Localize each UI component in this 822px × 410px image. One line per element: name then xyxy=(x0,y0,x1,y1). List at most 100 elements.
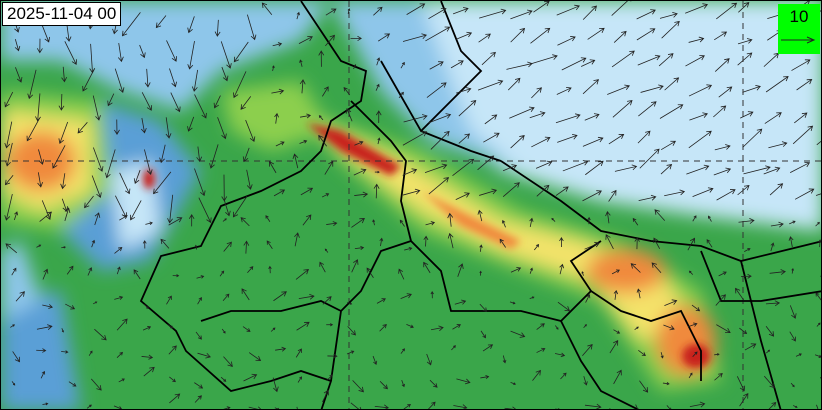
wind-arrow xyxy=(479,188,498,196)
wind-arrow xyxy=(220,376,227,382)
wind-arrow xyxy=(322,86,329,97)
wind-arrow xyxy=(36,244,42,248)
wind-arrow xyxy=(404,246,413,251)
wind-arrow xyxy=(585,160,604,176)
wind-arrow xyxy=(557,36,576,46)
wind-arrow xyxy=(766,349,771,354)
wind-arrow xyxy=(585,294,591,303)
wind-arrow xyxy=(318,115,324,121)
wind-arrow xyxy=(685,55,705,67)
wind-arrow xyxy=(36,324,53,330)
wind-arrow xyxy=(536,323,545,330)
wind-arrow xyxy=(502,164,518,172)
wind-arrow xyxy=(376,298,386,304)
wind-arrow xyxy=(530,54,558,65)
wind-arrow xyxy=(169,376,176,383)
wind-arrow xyxy=(533,1,550,13)
wind-arrow xyxy=(740,111,754,119)
wind-arrow xyxy=(510,27,526,43)
wind-arrow xyxy=(738,218,755,224)
wind-arrow xyxy=(609,339,619,354)
wind-arrow xyxy=(637,54,661,66)
wind-arrow xyxy=(114,119,120,135)
wind-arrow xyxy=(129,200,142,221)
wind-arrow xyxy=(428,113,452,124)
wind-arrow xyxy=(346,350,355,355)
wind-arrow xyxy=(788,236,794,248)
wind-arrow xyxy=(562,160,589,172)
wind-arrow xyxy=(584,241,600,250)
wind-arrow xyxy=(479,244,483,252)
wind-arrow xyxy=(664,77,680,91)
wind-arrow xyxy=(64,41,78,65)
wind-arrow xyxy=(453,404,468,409)
wind-arrow xyxy=(768,141,788,149)
wind-arrow xyxy=(737,38,753,45)
wind-arrow xyxy=(379,380,388,390)
wind-arrow xyxy=(168,345,177,355)
wind-arrow xyxy=(638,349,646,357)
wind-arrow xyxy=(15,67,23,83)
wind-arrow xyxy=(744,343,757,351)
wind-arrow xyxy=(763,166,781,175)
wind-arrow xyxy=(559,237,564,248)
wind-arrow xyxy=(770,242,775,252)
wind-arrow xyxy=(765,300,781,307)
wind-arrow xyxy=(451,345,456,351)
wind-arrow xyxy=(581,271,584,276)
wind-arrow xyxy=(168,217,183,226)
wind-arrow xyxy=(554,352,566,358)
wind-arrow xyxy=(169,393,181,404)
wind-arrow xyxy=(92,95,101,121)
wind-arrow xyxy=(58,93,65,111)
wind-arrow xyxy=(14,38,21,52)
wind-arrow xyxy=(299,113,312,119)
wind-arrow xyxy=(140,117,147,134)
wind-arrow xyxy=(769,269,786,275)
wind-arrow xyxy=(90,378,102,391)
wind-arrow xyxy=(559,263,565,275)
wind-arrow xyxy=(246,14,257,41)
wind-arrow xyxy=(666,405,672,409)
wind-arrow xyxy=(742,84,761,93)
wind-arrow xyxy=(584,403,602,409)
wind-arrow xyxy=(223,356,233,368)
wind-arrow xyxy=(114,247,123,254)
wind-arrow xyxy=(141,354,154,360)
wind-arrow xyxy=(529,111,546,119)
wind-arrow xyxy=(354,191,369,198)
wind-arrow xyxy=(533,243,540,251)
wind-arrow xyxy=(322,296,332,305)
wind-arrow xyxy=(198,197,212,224)
wind-arrow xyxy=(403,114,428,123)
wind-arrow xyxy=(789,161,811,174)
wind-arrow xyxy=(325,34,335,47)
wind-arrow xyxy=(483,132,500,143)
wind-arrow xyxy=(714,144,731,151)
wind-arrow xyxy=(535,160,553,169)
wind-arrow xyxy=(510,330,526,338)
wind-arrow xyxy=(481,51,496,66)
wind-arrow xyxy=(378,33,391,42)
wind-arrow xyxy=(582,136,604,147)
wind-arrow xyxy=(240,217,250,227)
wind-arrow xyxy=(455,192,470,201)
wind-arrow xyxy=(611,269,620,275)
wind-arrow xyxy=(352,380,364,393)
wind-arrow xyxy=(739,392,749,407)
wind-arrow xyxy=(480,330,486,339)
wind-arrow xyxy=(765,326,775,337)
wind-arrow xyxy=(400,348,405,354)
wind-arrow xyxy=(713,105,727,118)
wind-arrow xyxy=(167,324,174,329)
wind-arrow xyxy=(477,155,495,171)
wind-arrow xyxy=(687,237,696,251)
wind-arrow xyxy=(143,366,155,377)
wind-arrow xyxy=(5,243,18,254)
wind-arrow xyxy=(792,405,798,408)
wind-arrow xyxy=(688,130,712,149)
wind-arrow xyxy=(37,172,44,188)
wind-arrow xyxy=(423,235,429,247)
